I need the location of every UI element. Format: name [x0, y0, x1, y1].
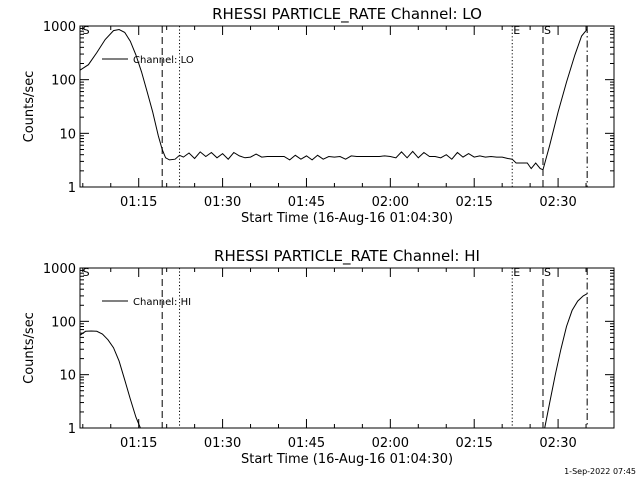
x-tick-label: 02:15	[455, 436, 492, 451]
event-marker-label: S	[544, 24, 551, 37]
legend-label: Channel: LO	[133, 55, 194, 66]
event-marker-label: E	[513, 266, 520, 279]
y-tick-label: 100	[51, 315, 76, 330]
chart-title: RHESSI PARTICLE_RATE Channel: HI	[214, 247, 480, 266]
event-marker-label: E	[513, 24, 520, 37]
plot-frame	[79, 25, 615, 188]
series-line	[79, 330, 141, 429]
x-tick-label: 02:15	[455, 195, 492, 210]
y-tick-label: 10	[59, 369, 76, 384]
y-axis-label: Counts/sec	[22, 71, 37, 143]
x-tick-label: 02:30	[539, 436, 576, 451]
footer-timestamp: 1-Sep-2022 07:45	[564, 467, 636, 476]
panel-lo-channel: RHESSI PARTICLE_RATE Channel: LO 1 10 100 10…	[22, 5, 615, 226]
x-tick-label: 02:00	[372, 436, 409, 451]
plot-frame	[79, 267, 615, 429]
y-tick-label: 10	[59, 127, 76, 142]
y-tick-label: 1000	[43, 20, 76, 35]
y-tick-label: 100	[51, 74, 76, 89]
x-axis-label: Start Time (16-Aug-16 01:04:30)	[241, 452, 453, 467]
x-tick-label: 02:30	[539, 195, 576, 210]
x-tick-label: 01:45	[288, 436, 325, 451]
y-axis-label: Counts/sec	[22, 312, 37, 384]
x-tick-label: 01:15	[120, 436, 157, 451]
x-tick-label: 01:30	[204, 195, 241, 210]
y-tick-label: 1	[68, 422, 76, 437]
event-marker-label: S	[83, 266, 90, 279]
x-tick-label: 01:15	[120, 195, 157, 210]
y-tick-label: 1	[68, 181, 76, 196]
x-tick-label: 01:45	[288, 195, 325, 210]
chart-title: RHESSI PARTICLE_RATE Channel: LO	[212, 5, 482, 24]
panel-hi-channel: RHESSI PARTICLE_RATE Channel: HI 1 10 100 10…	[22, 247, 615, 467]
y-tick-label: 1000	[43, 262, 76, 277]
x-tick-label: 02:00	[372, 195, 409, 210]
series-line	[79, 28, 588, 171]
x-tick-label: 01:30	[204, 436, 241, 451]
event-marker-label: S	[544, 266, 551, 279]
series-line	[544, 293, 588, 429]
x-axis-label: Start Time (16-Aug-16 01:04:30)	[241, 211, 453, 226]
legend-label: Channel: HI	[133, 297, 191, 308]
event-marker-label: S	[83, 24, 90, 37]
